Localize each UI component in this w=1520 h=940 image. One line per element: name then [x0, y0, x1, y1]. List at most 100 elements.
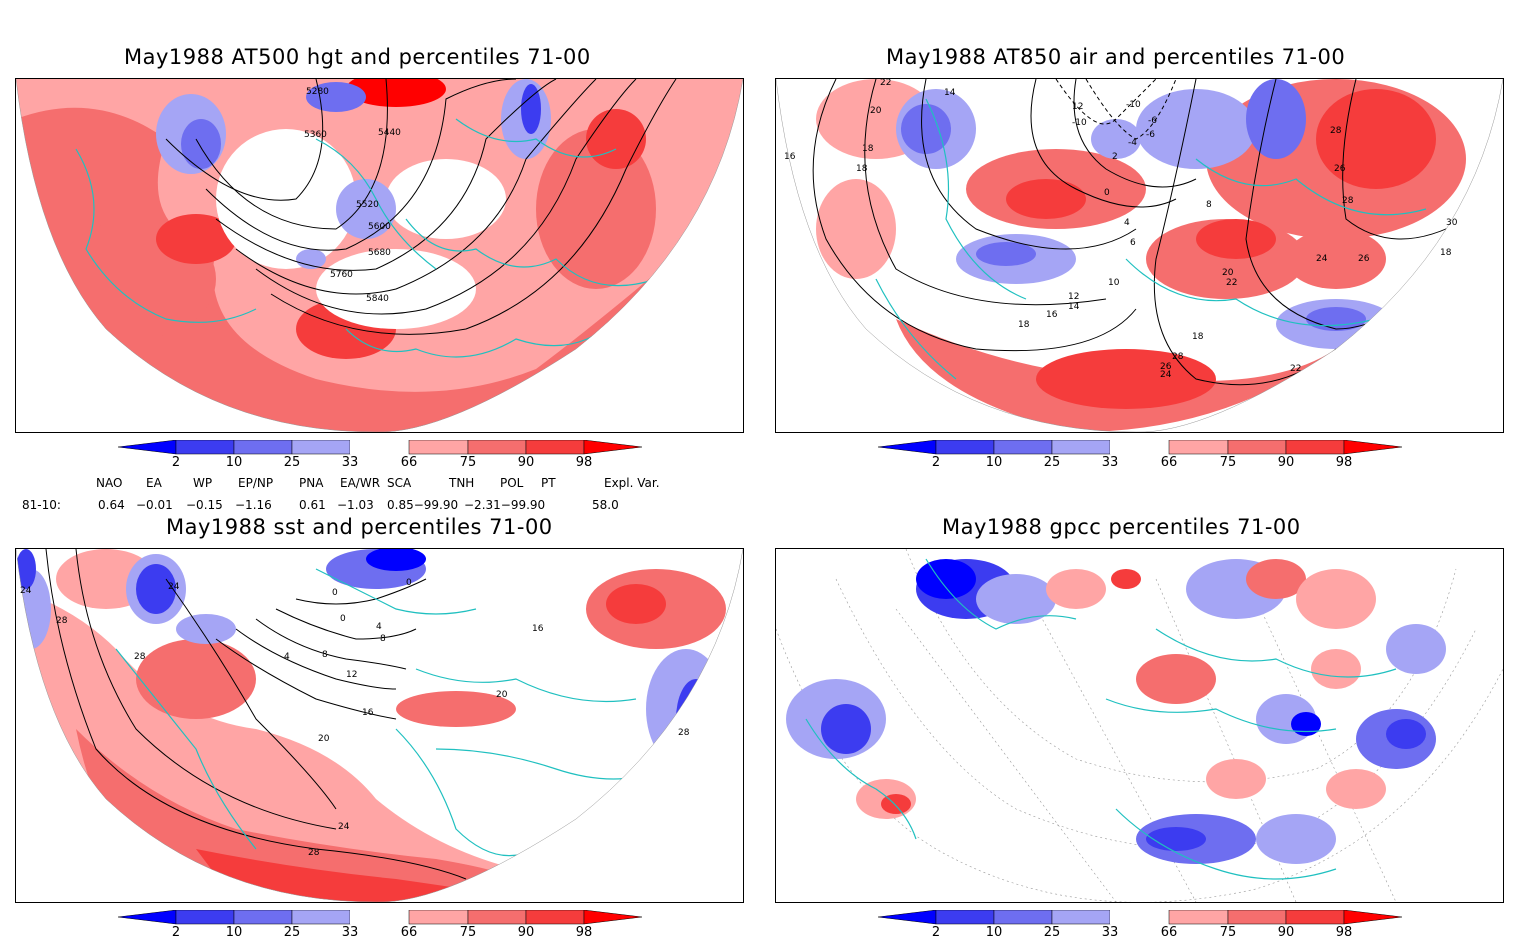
colorbar-tick-label: 25: [1043, 455, 1061, 470]
contour-label: 8: [380, 634, 386, 644]
colorbar-tick-label: 75: [459, 455, 477, 470]
panel-title-gpcc: May1988 gpcc percentiles 71-00: [942, 515, 1301, 539]
contour-label: 2: [1112, 152, 1118, 162]
colorbar-tick-label: 90: [1277, 455, 1295, 470]
colorbar-swatches: [877, 909, 1403, 925]
colorbar-tick-label: 33: [341, 455, 359, 470]
contour-label: 28: [1342, 196, 1354, 206]
colorbar-4: 2 10 25 33 66 75 90 98: [877, 909, 1403, 940]
contour-label: 28: [134, 652, 146, 662]
map-gpcc: [776, 549, 1503, 902]
colorbar-swatch: [467, 439, 527, 455]
colorbar-tick-label: 2: [171, 455, 181, 470]
contour-label: 22: [880, 79, 891, 88]
index-header-pol: POL: [500, 476, 524, 490]
colorbar-tick-label: 75: [1219, 925, 1237, 940]
contour-label: 20: [496, 690, 508, 700]
colorbar-swatch: [525, 439, 585, 455]
gpcc-anomaly-blobs: [786, 559, 1446, 864]
contour-label: -6: [1148, 116, 1157, 126]
contour-label: 12: [346, 670, 357, 680]
index-header-explvar: Expl. Var.: [604, 476, 660, 490]
contour-label: 6: [1130, 238, 1136, 248]
colorbar-swatch: [1285, 439, 1345, 455]
colorbar-swatch: [525, 909, 585, 925]
index-header-wp: WP: [193, 476, 213, 490]
contour-label: 14: [944, 88, 956, 98]
contour-label: 24: [1316, 254, 1328, 264]
contour-label: 16: [1046, 310, 1058, 320]
colorbar-swatch: [993, 909, 1053, 925]
colorbar-tick-label: 75: [459, 925, 477, 940]
index-header-nao: NAO: [96, 476, 123, 490]
colorbar-swatch: [935, 439, 995, 455]
colorbar-swatch: [1110, 440, 1169, 454]
index-header-tnh: TNH: [449, 476, 475, 490]
panel-title-hgt500: May1988 AT500 hgt and percentiles 71-00: [124, 45, 591, 69]
colorbar-swatch: [350, 440, 409, 454]
contour-label: 22: [1290, 364, 1301, 374]
colorbar-tick-label: 25: [283, 925, 301, 940]
contour-label: 8: [322, 650, 328, 660]
contour-label: 26: [1160, 362, 1172, 372]
contour-label: 18: [1192, 332, 1204, 342]
colorbar-tick-label: 98: [1335, 455, 1353, 470]
colorbar-tick-label: 10: [225, 925, 243, 940]
map-air850: 22 20 18 18 16 14 12 -10 -10 -6 -6 -4 2 …: [776, 79, 1503, 432]
contour-label: 30: [1446, 218, 1458, 228]
map-panel-sst: 24 28 24 28 0 0 0 4 8 4 8 12 16 20 24 28…: [15, 548, 744, 903]
colorbar-tick-label: 66: [1160, 925, 1178, 940]
colorbar-swatches: [117, 439, 643, 455]
colorbar-swatch: [467, 909, 527, 925]
index-value-explvar: 58.0: [592, 498, 619, 512]
colorbar-swatch: [233, 439, 293, 455]
colorbar-swatch: [1110, 910, 1169, 924]
colorbar-swatch: [291, 439, 351, 455]
contour-label: -10: [1126, 100, 1141, 110]
contour-label: 5840: [366, 294, 389, 304]
colorbar-tick-label: 10: [985, 925, 1003, 940]
colorbar-swatch: [1051, 909, 1111, 925]
index-row-label: 81-10:: [22, 498, 61, 512]
contour-label: 20: [1222, 268, 1234, 278]
contour-label: 28: [1330, 126, 1342, 136]
contour-label: 26: [1358, 254, 1370, 264]
colorbar-tick-label: 10: [225, 455, 243, 470]
contour-label: 5360: [304, 130, 327, 140]
panel-title-air850: May1988 AT850 air and percentiles 71-00: [886, 45, 1346, 69]
index-header-ea: EA: [146, 476, 162, 490]
colorbar-tick-label: 66: [400, 925, 418, 940]
contour-label: 24: [168, 582, 180, 592]
index-value-nao: 0.64: [98, 498, 125, 512]
colorbar-swatch: [117, 439, 177, 455]
contour-label: 8: [1206, 200, 1212, 210]
colorbar-tick-label: 2: [171, 925, 181, 940]
contour-label: 10: [1108, 278, 1120, 288]
contour-label: 16: [784, 152, 796, 162]
colorbar-tick-label: 98: [575, 455, 593, 470]
colorbar-tick-label: 10: [985, 455, 1003, 470]
colorbar-swatches: [117, 909, 643, 925]
panel-title-sst: May1988 sst and percentiles 71-00: [166, 515, 553, 539]
colorbar-swatch: [877, 439, 937, 455]
colorbar-tick-label: 33: [1101, 455, 1119, 470]
contour-label: 5520: [356, 200, 379, 210]
colorbar-swatch: [1168, 439, 1229, 455]
colorbar-2: 2 10 25 33 66 75 90 98: [877, 439, 1403, 470]
contour-label: 20: [870, 106, 882, 116]
map-hgt500: 5280 5360 5440 5520 5600 5680 5760 5840: [16, 79, 743, 432]
contour-label: 26: [1334, 164, 1346, 174]
contour-label: 4: [284, 652, 290, 662]
map-panel-hgt500: 5280 5360 5440 5520 5600 5680 5760 5840: [15, 78, 744, 433]
contour-label: 5760: [330, 270, 353, 280]
index-header-epnp: EP/NP: [238, 476, 274, 490]
contour-label: 28: [56, 616, 68, 626]
colorbar-tick-label: 33: [341, 925, 359, 940]
map-sst: 24 28 24 28 0 0 0 4 8 4 8 12 16 20 24 28…: [16, 549, 743, 902]
colorbar-swatch: [993, 439, 1053, 455]
contour-label: 16: [532, 624, 544, 634]
colorbar-tick-label: 33: [1101, 925, 1119, 940]
contour-label: 5280: [306, 87, 329, 97]
index-value-wp: −0.15: [186, 498, 223, 512]
index-header-eawr: EA/WR: [340, 476, 381, 490]
